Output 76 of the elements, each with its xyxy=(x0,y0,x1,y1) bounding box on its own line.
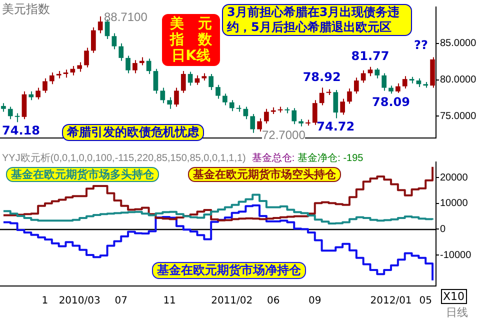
annotation: 78.09 xyxy=(372,94,410,109)
candlestick xyxy=(396,82,400,94)
candlestick xyxy=(216,84,220,100)
x-tick-label: 06 xyxy=(267,296,280,307)
x-tick-label: 1 xyxy=(42,296,48,307)
candlestick xyxy=(126,55,130,74)
y-tick-label: 85.0000 xyxy=(440,38,477,50)
annotation: 3月前担心希腊在3月出现债务违约，5月后担心希腊退出欧元区 xyxy=(227,5,400,34)
text: 基金在欧元期货市场净持仓 xyxy=(152,262,306,279)
annotation: 81.77 xyxy=(351,49,390,64)
candlestick xyxy=(360,70,366,84)
candlestick xyxy=(347,88,352,104)
annotation: 美元指数日K线 xyxy=(168,16,226,64)
candlestick xyxy=(42,78,48,94)
series-label: 基金在欧元期货市场空头持仓 xyxy=(188,167,341,182)
candlestick xyxy=(188,71,193,86)
text: 基金在欧元期货市场多头持仓 xyxy=(6,167,159,182)
x-tick-label: 2011/02 xyxy=(211,296,253,307)
y-tick-label: 80.0000 xyxy=(440,74,477,86)
annotation: 74.18 xyxy=(2,123,40,138)
candlestick xyxy=(354,77,359,94)
candlestick xyxy=(49,72,54,85)
candlestick xyxy=(70,65,76,76)
annotation: 74.72 xyxy=(316,119,355,134)
candlestick xyxy=(382,72,387,92)
candlestick xyxy=(8,106,13,120)
candlestick xyxy=(257,118,262,132)
annotation: 希腊引发的欧债危机忧虑 xyxy=(62,124,204,141)
candlestick xyxy=(312,100,318,126)
candlestick xyxy=(36,87,40,100)
y-tick-label: 20000 xyxy=(440,172,468,184)
x-tick-label: 2012/01 xyxy=(370,296,412,307)
candlestick xyxy=(222,93,228,106)
candlestick xyxy=(77,62,82,72)
y-tick-label: -10000 xyxy=(440,250,472,261)
candlestick xyxy=(174,87,179,108)
annotation: 78.92 xyxy=(302,70,341,84)
candlestick xyxy=(374,68,380,79)
annotation: ?? xyxy=(413,38,429,53)
candlestick xyxy=(22,90,27,120)
annotation: 基金净仓: -195 xyxy=(298,153,364,164)
chart-title: 美元指数 xyxy=(2,1,50,18)
candlestick xyxy=(167,96,172,110)
y-tick-label: 75.0000 xyxy=(440,110,477,122)
x-tick-label: 09 xyxy=(308,296,322,307)
candlestick xyxy=(84,47,89,68)
candlestick xyxy=(146,58,152,74)
x-tick-label: 05 xyxy=(419,296,432,307)
candlestick xyxy=(229,100,234,112)
annotation: 72.7000 xyxy=(262,128,306,142)
candlestick xyxy=(208,73,214,90)
candlestick xyxy=(340,98,345,116)
candlestick xyxy=(319,87,324,106)
candlestick xyxy=(118,42,124,62)
candlestick xyxy=(112,32,117,50)
candlestick xyxy=(153,68,158,94)
x-tick-label: 11 xyxy=(163,296,176,307)
annotation: 88.7100 xyxy=(104,10,148,24)
y-tick-label: 0 xyxy=(440,224,446,235)
candlestick xyxy=(292,108,297,125)
candlestick xyxy=(250,113,256,134)
candlestick xyxy=(91,26,96,54)
chart-title: YYJ欧元析(0,0,1,0,0,100,-115,220,85,150,85,0,0,1,1,1) xyxy=(2,153,246,164)
candlestick xyxy=(160,87,166,104)
annotation: 基金总仓: xyxy=(252,153,295,164)
x-tick-label: 2010/03 xyxy=(58,296,100,307)
text: X10 xyxy=(441,289,467,304)
candlestick xyxy=(132,60,138,74)
candlestick xyxy=(264,108,269,124)
candlestick xyxy=(98,16,103,34)
x-axis-title: 日线 xyxy=(446,305,468,320)
candlestick xyxy=(180,70,186,94)
candlestick xyxy=(402,76,408,90)
candlestick xyxy=(333,89,338,119)
x-tick-label: 07 xyxy=(114,296,128,307)
y-tick-label: 10000 xyxy=(440,198,468,210)
